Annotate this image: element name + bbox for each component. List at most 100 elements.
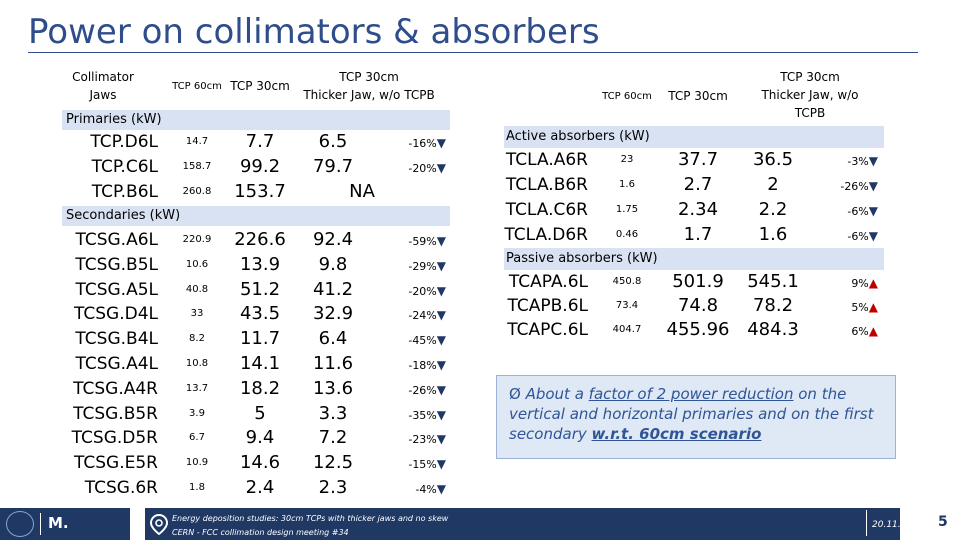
- title-underline: [28, 52, 918, 53]
- footer-bar: [145, 508, 900, 540]
- active-band: Active absorbers (kW): [504, 126, 884, 148]
- row-name: TCLA.B6R: [505, 175, 588, 195]
- percent-change: -45%▼: [374, 333, 446, 347]
- footer-m-label: M.: [48, 514, 69, 532]
- value-thick: 92.4: [312, 229, 354, 250]
- value-tcp60: 23: [620, 154, 634, 165]
- value-tcp30: 18.2: [239, 377, 281, 399]
- footer-line1: Energy deposition studies: 30cm TCPs wit…: [172, 514, 449, 523]
- summary-text: Ø About a factor of 2 power reduction on…: [509, 384, 887, 444]
- value-tcp60: 10.6: [185, 258, 209, 270]
- percent-value: -35%: [408, 408, 437, 422]
- increase-marker-icon: ▲: [868, 324, 878, 338]
- value-tcp30: 153.7: [234, 181, 286, 202]
- percent-value: -6%: [847, 205, 869, 218]
- value-tcp30: 74.8: [677, 295, 719, 316]
- header-tcp60-right: TCP 60cm: [602, 91, 652, 102]
- increase-marker-icon: ▲: [868, 276, 878, 290]
- percent-value: -4%: [415, 483, 437, 496]
- value-tcp60: 14.7: [185, 136, 209, 147]
- value-tcp30: 51.2: [239, 278, 281, 300]
- value-thick: 2.2: [758, 199, 788, 220]
- value-thick: 1.6: [758, 224, 788, 245]
- row-name: TCAPC.6L: [507, 320, 588, 340]
- percent-value: -20%: [408, 162, 437, 175]
- header-thick-r-line3: TCPB: [794, 106, 826, 120]
- footer: M. Energy deposition studies: 30cm TCPs …: [0, 508, 960, 540]
- location-pin-icon: [149, 513, 169, 535]
- value-tcp30: 99.2: [239, 156, 281, 177]
- percent-value: 5%: [851, 301, 869, 314]
- secondaries-band: Secondaries (kW): [62, 206, 450, 226]
- percent-change: -16%▼: [374, 136, 446, 150]
- percent-change: -24%▼: [374, 308, 446, 322]
- percent-value: -45%: [408, 334, 437, 348]
- row-name: TCP.D6L: [90, 132, 158, 152]
- secondaries-label: Secondaries (kW): [66, 208, 181, 223]
- value-tcp60: 450.8: [612, 276, 642, 287]
- value-tcp30: 1.7: [683, 224, 713, 245]
- value-tcp60: 13.7: [185, 382, 209, 394]
- value-tcp60: 158.7: [182, 161, 212, 172]
- row-name: TCSG.D4L: [73, 304, 158, 325]
- decrease-marker-icon: ▼: [436, 457, 446, 472]
- row-name: TCP.B6L: [91, 182, 158, 202]
- note-part1: About a: [525, 385, 589, 403]
- decrease-marker-icon: ▼: [436, 482, 446, 496]
- percent-value: -6%: [847, 230, 869, 243]
- value-thick: 78.2: [752, 295, 794, 316]
- note-reference: w.r.t. 60cm scenario: [591, 425, 762, 443]
- header-tcp60: TCP 60cm: [172, 81, 222, 92]
- percent-change: -6%▼: [806, 204, 878, 218]
- value-thick: 7.2: [318, 427, 348, 449]
- value-tcp60: 73.4: [615, 300, 639, 311]
- decrease-marker-icon: ▼: [436, 333, 446, 348]
- decrease-marker-icon: ▼: [436, 407, 446, 422]
- row-name: TCSG.A6L: [75, 230, 158, 250]
- header-tcp30: TCP 30cm: [230, 79, 290, 93]
- value-thick: 79.7: [312, 156, 354, 177]
- passive-band: Passive absorbers (kW): [504, 248, 884, 270]
- decrease-marker-icon: ▼: [436, 136, 446, 150]
- percent-change: 6%▲: [806, 324, 878, 338]
- header-thicker-jaw: TCP 30cm Thicker Jaw, w/o TCPB: [288, 68, 450, 104]
- value-tcp60: 404.7: [612, 324, 642, 335]
- percent-value: -24%: [408, 309, 437, 323]
- value-tcp30: 9.4: [245, 427, 275, 449]
- value-tcp60: 40.8: [185, 283, 209, 295]
- collimator-table: Collimator Jaws TCP 60cm TCP 30cm TCP 30…: [62, 68, 450, 500]
- header-tcp30-right: TCP 30cm: [668, 89, 728, 103]
- value-thick: 12.5: [312, 452, 354, 474]
- row-name: TCP.C6L: [91, 157, 158, 177]
- value-tcp60: 10.9: [185, 457, 209, 469]
- value-thick: 36.5: [752, 149, 794, 170]
- percent-change: -15%▼: [374, 457, 446, 471]
- percent-value: -15%: [408, 458, 437, 472]
- value-tcp60: 1.8: [189, 482, 205, 493]
- footer-date-box: [866, 510, 924, 536]
- percent-change: -26%▼: [806, 179, 878, 193]
- header-thick-r-line1: TCP 30cm: [780, 70, 840, 84]
- increase-marker-icon: ▲: [868, 300, 878, 314]
- row-name: TCSG.E5R: [74, 453, 158, 474]
- value-thick: 13.6: [312, 377, 354, 399]
- percent-value: -18%: [408, 359, 437, 372]
- percent-change: -6%▼: [806, 229, 878, 243]
- value-thick: 9.8: [318, 253, 348, 275]
- percent-value: -26%: [840, 180, 869, 193]
- absorber-table: TCP 60cm TCP 30cm TCP 30cm Thicker Jaw, …: [504, 66, 884, 348]
- decrease-marker-icon: ▼: [868, 179, 878, 193]
- value-tcp60: 3.9: [189, 407, 205, 419]
- value-thick: 484.3: [747, 319, 799, 340]
- footer-line2: CERN - FCC collimation design meeting #3…: [172, 528, 349, 537]
- header-jaws: Jaws: [89, 88, 117, 102]
- decrease-marker-icon: ▼: [868, 229, 878, 243]
- value-thick: 11.6: [312, 353, 354, 374]
- header-collimator: Collimator: [72, 70, 134, 84]
- percent-change: -26%▼: [374, 383, 446, 397]
- value-tcp60: 33: [190, 308, 204, 320]
- value-tcp60: 1.6: [619, 179, 635, 190]
- value-tcp30: 7.7: [245, 131, 275, 152]
- decrease-marker-icon: ▼: [436, 358, 446, 372]
- value-tcp30: 13.9: [239, 253, 281, 275]
